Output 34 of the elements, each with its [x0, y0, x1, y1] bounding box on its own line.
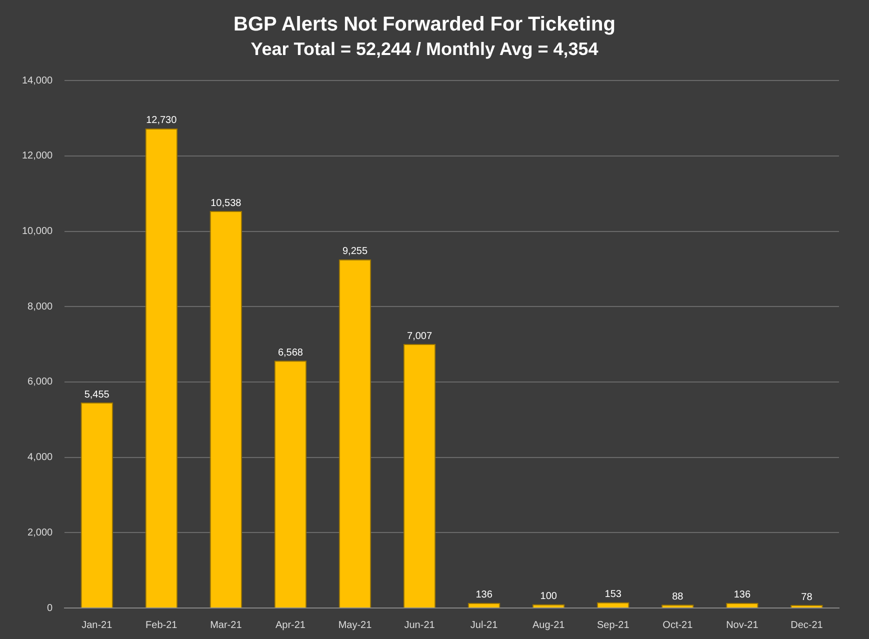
x-tick-label: Jan-21	[82, 620, 113, 631]
data-label: 6,568	[278, 347, 304, 358]
data-label: 153	[604, 588, 622, 600]
x-tick-label: Nov-21	[726, 620, 759, 631]
chart-subtitle: Year Total = 52,244 / Monthly Avg = 4,354	[250, 38, 598, 59]
y-tick-label: 14,000	[22, 75, 54, 86]
data-label: 100	[540, 590, 558, 602]
y-tick-label: 10,000	[22, 226, 54, 238]
data-label: 12,730	[146, 115, 178, 126]
x-tick-label: Jul-21	[470, 620, 498, 631]
data-label: 5,455	[84, 389, 110, 400]
x-tick-label: Oct-21	[662, 620, 694, 631]
x-tick-label: Aug-21	[532, 620, 566, 631]
y-tick-label: 4,000	[28, 452, 54, 464]
x-tick-label: Feb-21	[146, 620, 178, 631]
y-tick-label: 6,000	[28, 376, 54, 388]
y-tick-label: 0	[47, 602, 54, 614]
data-label: 88	[672, 591, 684, 602]
data-label: 9,255	[342, 246, 368, 258]
y-tick-label: 8,000	[28, 301, 54, 312]
chart-title: BGP Alerts Not Forwarded For Ticketing	[234, 14, 616, 36]
y-tick-label: 12,000	[22, 150, 54, 162]
data-label: 10,538	[210, 198, 242, 209]
x-tick-label: Jun-21	[404, 620, 436, 631]
data-label: 136	[734, 590, 751, 601]
x-tick-label: Sep-21	[597, 620, 630, 631]
data-label: 7,007	[407, 330, 432, 342]
x-tick-label: Apr-21	[275, 620, 306, 631]
y-tick-label: 2,000	[28, 527, 54, 538]
x-tick-label: Dec-21	[790, 620, 824, 631]
data-label: 136	[476, 590, 493, 601]
x-tick-label: Mar-21	[210, 620, 242, 631]
x-tick-label: May-21	[338, 620, 372, 631]
data-label: 78	[801, 592, 813, 603]
